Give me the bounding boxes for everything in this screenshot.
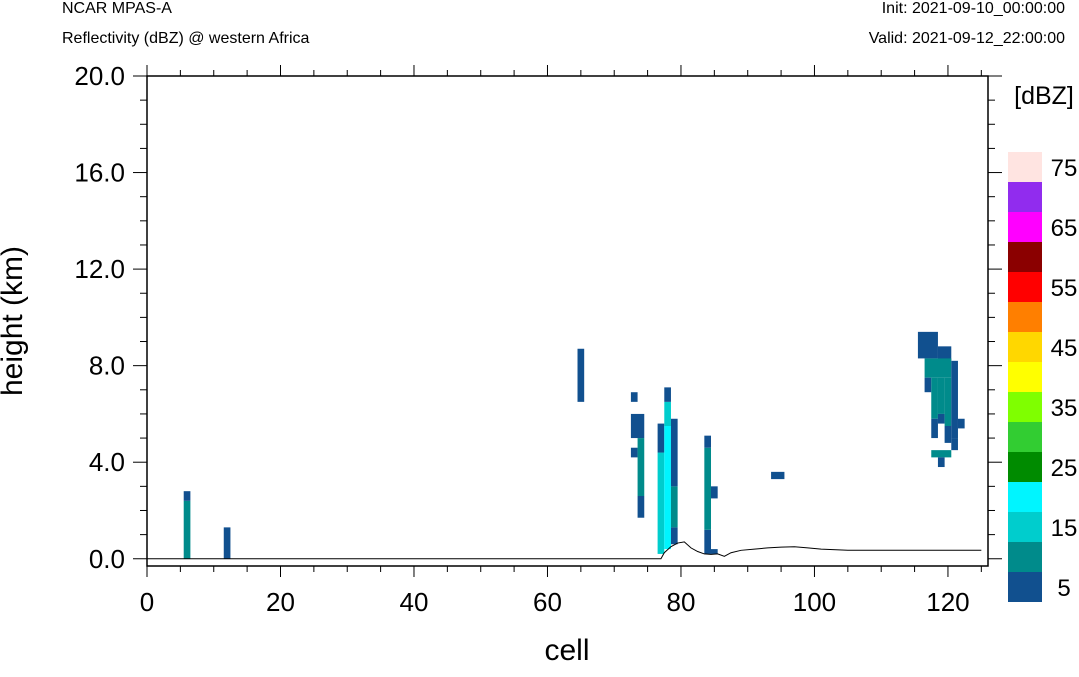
colorbar-swatch [1008,512,1042,542]
colorbar-swatch [1008,482,1042,512]
colorbar-label: 55 [1051,275,1078,302]
reflectivity-cell [657,423,665,453]
reflectivity-cell [630,447,638,458]
reflectivity-cell [957,418,965,429]
reflectivity-cell [951,360,958,439]
x-tick-label: 40 [400,587,429,617]
reflectivity-cell [917,331,938,359]
reflectivity-cell [937,413,945,424]
terrain-line [147,541,982,560]
reflectivity-cells [183,331,965,559]
colorbar-label: 5 [1057,575,1070,602]
reflectivity-cell [670,486,678,528]
colorbar-swatch [1008,272,1042,302]
reflectivity-cell [664,387,671,402]
reflectivity-cell [664,401,671,426]
colorbar-swatch [1008,302,1042,332]
reflectivity-cell [944,377,952,426]
y-tick-label: 4.0 [89,447,125,477]
valid-time: Valid: 2021-09-12_22:00:00 [868,30,1065,47]
colorbar-swatch [1008,452,1042,482]
y-tick-label: 20.0 [74,61,125,91]
colorbar-label: 65 [1051,215,1078,242]
colorbar-swatch [1008,422,1042,452]
reflectivity-cell [704,435,712,448]
y-tick-label: 8.0 [89,351,125,381]
x-axis-label: cell [544,634,589,667]
colorbar-unit-label: [dBZ] [1014,82,1074,110]
colorbar-swatch [1008,212,1042,242]
y-axis-label: height (km) [0,246,29,396]
reflectivity-cell [664,426,671,550]
reflectivity-cell [711,549,718,554]
colorbar-swatch [1008,152,1042,182]
reflectivity-cell [670,418,678,487]
colorbar-swatch [1008,392,1042,422]
reflectivity-cell [704,447,712,530]
reflectivity-cell [931,377,938,419]
reflectivity-cell [937,457,945,468]
colorbar-swatch [1008,242,1042,272]
reflectivity-cell [704,529,712,554]
reflectivity-cell [944,426,952,443]
reflectivity-cell [577,348,585,402]
colorbar-swatch [1008,362,1042,392]
x-tick-label: 80 [667,587,696,617]
x-tick-label: 120 [926,587,969,617]
field-subtitle: Reflectivity (dBZ) @ western Africa [62,30,310,47]
model-title: NCAR MPAS-A [62,0,172,17]
x-tick-label: 20 [266,587,295,617]
reflectivity-cell [951,438,958,451]
colorbar-swatch [1008,332,1042,362]
reflectivity-cell [931,450,952,458]
reflectivity-cell [771,471,785,480]
y-tick-label: 12.0 [74,254,125,284]
reflectivity-cell [637,496,645,518]
reflectivity-cell [637,438,645,496]
x-tick-label: 60 [533,587,562,617]
colorbar-swatch [1008,572,1042,602]
y-tick-label: 0.0 [89,544,125,574]
y-tick-labels: 0.0 4.0 8.0 12.0 16.0 20.0 [74,61,125,574]
reflectivity-cell [183,491,191,501]
colorbar-label: 35 [1051,395,1078,422]
x-tick-labels: 0 20 40 60 80 100 120 [140,587,970,617]
reflectivity-cell [937,346,952,361]
reflectivity-cell [937,377,945,414]
colorbar-labels: 5 15 25 35 45 55 65 75 [1051,155,1078,602]
colorbar-label: 15 [1051,515,1078,542]
x-tick-label: 100 [793,587,836,617]
reflectivity-cell [223,527,231,559]
reflectivity-cell [630,392,638,402]
colorbar-label: 25 [1051,455,1078,482]
reflectivity-cell [657,452,665,554]
reflectivity-cell [931,418,938,439]
reflectivity-cell [924,358,952,378]
axis-ticks [133,65,1002,577]
colorbar-swatch [1008,182,1042,212]
colorbar-label: 75 [1051,155,1078,182]
x-tick-label: 0 [140,587,154,617]
reflectivity-cell [711,486,718,499]
colorbar-swatch [1008,542,1042,572]
reflectivity-cell [924,377,932,393]
colorbar-label: 45 [1051,335,1078,362]
colorbar [1008,152,1042,602]
terrain-polyline [147,541,982,560]
reflectivity-cell [670,527,678,545]
plot-frame [146,75,989,567]
init-time: Init: 2021-09-10_00:00:00 [881,0,1065,17]
reflectivity-cell [183,500,191,559]
reflectivity-cell [630,413,645,439]
y-tick-label: 16.0 [74,158,125,188]
